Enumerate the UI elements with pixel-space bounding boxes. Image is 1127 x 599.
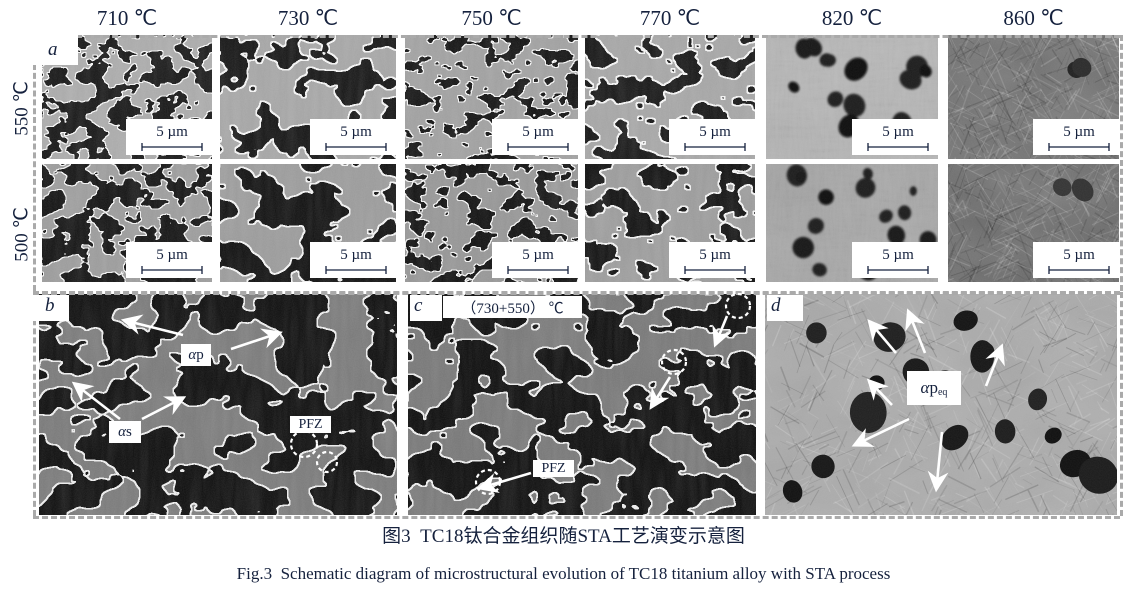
svg-text:5 µm: 5 µm: [340, 124, 372, 140]
svg-text:5 µm: 5 µm: [522, 247, 554, 263]
svg-text:5 µm: 5 µm: [699, 124, 731, 140]
svg-text:5 µm: 5 µm: [156, 124, 188, 140]
svg-text:5 µm: 5 µm: [882, 247, 914, 263]
svg-text:5 µm: 5 µm: [522, 124, 554, 140]
svg-text:5 µm: 5 µm: [340, 247, 372, 263]
svg-text:5 µm: 5 µm: [1063, 247, 1095, 263]
svg-text:5 µm: 5 µm: [882, 124, 914, 140]
svg-text:5 µm: 5 µm: [156, 247, 188, 263]
svg-text:5 µm: 5 µm: [1063, 124, 1095, 140]
svg-text:5 µm: 5 µm: [699, 247, 731, 263]
